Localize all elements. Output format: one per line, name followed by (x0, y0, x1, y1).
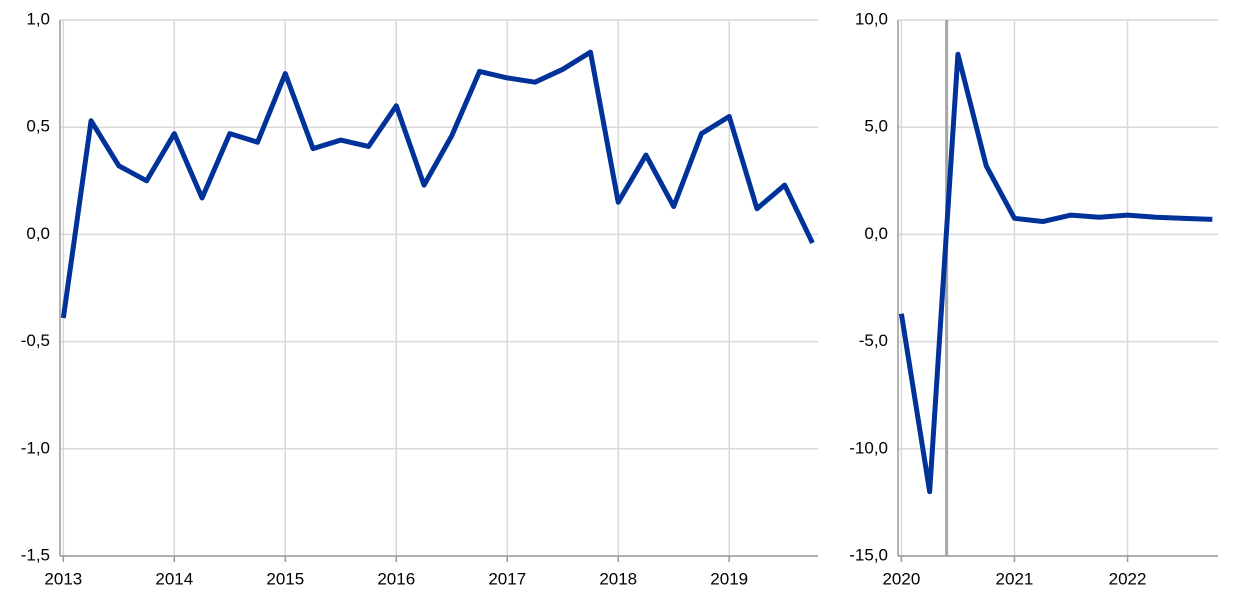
x-tick-label: 2019 (710, 569, 748, 588)
x-tick-label: 2022 (1109, 569, 1147, 588)
y-tick-label: -1,0 (21, 438, 50, 457)
y-tick-label: 1,0 (26, 9, 50, 28)
y-tick-label: -0,5 (21, 331, 50, 350)
y-tick-label: 5,0 (864, 117, 888, 136)
y-tick-label: 0,0 (26, 224, 50, 243)
y-tick-label: -15,0 (849, 545, 888, 564)
y-tick-label: -5,0 (859, 331, 888, 350)
y-tick-label: 10,0 (855, 9, 888, 28)
x-tick-label: 2020 (882, 569, 920, 588)
y-tick-label: -10,0 (849, 438, 888, 457)
x-tick-label: 2016 (377, 569, 415, 588)
y-tick-label: -1,5 (21, 545, 50, 564)
line-series (60, 49, 815, 319)
x-tick-label: 2014 (155, 569, 193, 588)
x-tick-label: 2021 (996, 569, 1034, 588)
line-series (898, 51, 1213, 495)
x-tick-label: 2017 (488, 569, 526, 588)
x-tick-label: 2013 (44, 569, 82, 588)
x-tick-label: 2015 (266, 569, 304, 588)
x-tick-label: 2018 (599, 569, 637, 588)
y-tick-label: 0,0 (864, 224, 888, 243)
y-tick-label: 0,5 (26, 117, 50, 136)
